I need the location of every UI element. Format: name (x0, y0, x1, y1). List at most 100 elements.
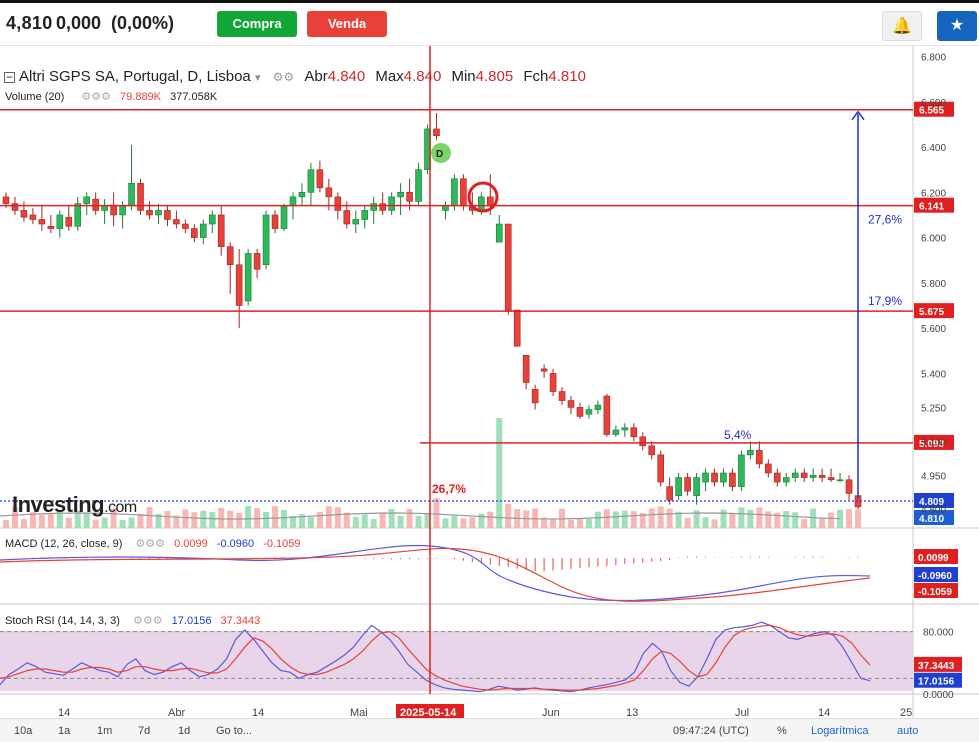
log-toggle[interactable]: Logarítmica (811, 725, 869, 737)
volume-settings-icon[interactable]: ⚙⚙⚙ (81, 91, 111, 103)
volume-bar (182, 509, 189, 528)
stoch-settings-icon[interactable]: ⚙⚙⚙ (133, 615, 163, 627)
candle-body (47, 225, 55, 229)
annotation-pct: 5,4% (724, 428, 752, 442)
instrument-legend: − Altri SGPS SA, Portugal, D, Lisboa ▾ ⚙⚙… (4, 68, 586, 85)
volume-bar (720, 509, 727, 528)
candle-body (397, 192, 404, 198)
stoch-tag-label: 17.0156 (918, 677, 955, 688)
volume-bar (397, 515, 404, 528)
macd-tag (914, 549, 958, 564)
price-tag-label: 6.141 (919, 202, 944, 213)
candle-body (648, 445, 656, 456)
clock-time: 09:47:24 (UTC) (673, 725, 749, 737)
candle-body (173, 219, 180, 225)
quote-header: 4,810 0,000 (0,00%) Compra Venda 🔔 ★ (0, 0, 979, 46)
percent-toggle[interactable]: % (777, 725, 787, 737)
x-tick: 14 (252, 707, 264, 718)
range-1d[interactable]: 1d (178, 725, 191, 737)
candle-body (280, 205, 288, 229)
annotation-pct: 17,9% (868, 294, 902, 308)
volume-bar (3, 520, 9, 528)
candle-body (747, 450, 754, 456)
price-tick: 6.200 (921, 188, 946, 199)
candle-body (504, 223, 512, 311)
candle-body (549, 373, 557, 392)
stoch-band (0, 631, 913, 691)
candle-body (765, 463, 772, 474)
price-change: 0,000 (56, 13, 102, 33)
investing-logo: Investing.com (12, 492, 137, 517)
annotation-pct: 27,6% (868, 213, 902, 227)
candle-body (92, 198, 99, 211)
x-tick: Jun (542, 707, 560, 718)
volume-legend: Volume (20) ⚙⚙⚙ 79.889K 377.058K (5, 91, 218, 103)
low-value: 4.805 (475, 68, 514, 85)
macd-tag (914, 567, 958, 582)
candle-body (451, 178, 458, 207)
range-7d[interactable]: 7d (138, 725, 151, 737)
candle-body (370, 203, 378, 211)
buy-button[interactable]: Compra (217, 11, 297, 37)
candle-body (738, 454, 745, 487)
candle-body (460, 178, 467, 207)
candle-body (845, 479, 853, 494)
last-price: 4,810 (6, 13, 53, 33)
volume-bar (74, 510, 81, 528)
volume-bar (173, 515, 180, 528)
stoch-k-line (0, 621, 871, 693)
candlestick-chart[interactable]: 0.0099-0.0960-0.1059 80.00020.0000.00003… (0, 46, 979, 720)
volume-bar (460, 518, 467, 528)
volume-average-line (0, 512, 841, 520)
macd-tag-label: -0.1059 (918, 587, 952, 598)
macd-settings-icon[interactable]: ⚙⚙⚙ (135, 538, 166, 550)
macd-tag-label: -0.0960 (918, 571, 952, 582)
dropdown-icon[interactable]: ▾ (254, 72, 261, 84)
x-tick: 14 (58, 707, 70, 718)
range-10y[interactable]: 10a (14, 725, 33, 737)
x-tick: 14 (818, 707, 830, 718)
x-tick: Mai (350, 707, 368, 718)
goto-button[interactable]: Go to... (216, 725, 253, 737)
sell-button[interactable]: Venda (307, 11, 387, 37)
candle-body (2, 196, 10, 204)
volume-bar (505, 504, 512, 528)
candle-body (20, 210, 28, 218)
auto-toggle[interactable]: auto (897, 725, 919, 737)
volume-bar (729, 513, 736, 528)
stoch-legend: Stoch RSI (14, 14, 3, 3) ⚙⚙⚙ 17.0156 37.… (5, 615, 261, 627)
stoch-tag (914, 672, 962, 688)
volume-bar (316, 511, 323, 528)
price-tag (914, 510, 954, 525)
price-change-percent: (0,00%) (111, 13, 175, 33)
volume-bar (352, 516, 359, 528)
volume-bar (828, 512, 835, 528)
volume-bar (110, 508, 117, 528)
volume-bar (846, 509, 853, 528)
volume-bar (281, 509, 288, 528)
volume-bar (65, 517, 72, 528)
star-icon[interactable]: ★ (937, 11, 977, 41)
chart-area[interactable]: 0.0099-0.0960-0.1059 80.00020.0000.00003… (0, 46, 979, 742)
collapse-icon[interactable]: − (4, 70, 15, 84)
candle-body (603, 395, 611, 435)
range-1y[interactable]: 1a (58, 725, 71, 737)
price-tag-label: 4.809 (919, 497, 944, 508)
candle-body (137, 182, 144, 211)
candle-body (621, 427, 629, 431)
settings-icon[interactable]: ⚙⚙ (272, 70, 295, 84)
date-cursor-label: 2025-05-14 (400, 707, 457, 718)
candle-body (200, 223, 207, 238)
candle-body (208, 214, 216, 225)
volume-bar (765, 511, 772, 528)
bell-plus-icon[interactable]: 🔔 (882, 11, 922, 41)
candle-body (253, 253, 261, 270)
range-1m[interactable]: 1m (97, 725, 113, 737)
volume-bar (388, 509, 395, 528)
candle-body (38, 219, 46, 225)
price-tag (914, 101, 954, 117)
candle-body (164, 210, 171, 220)
stoch-tick: 0.0000 (923, 690, 954, 701)
volume-bar (657, 506, 664, 528)
high-value: 4.840 (403, 68, 442, 85)
